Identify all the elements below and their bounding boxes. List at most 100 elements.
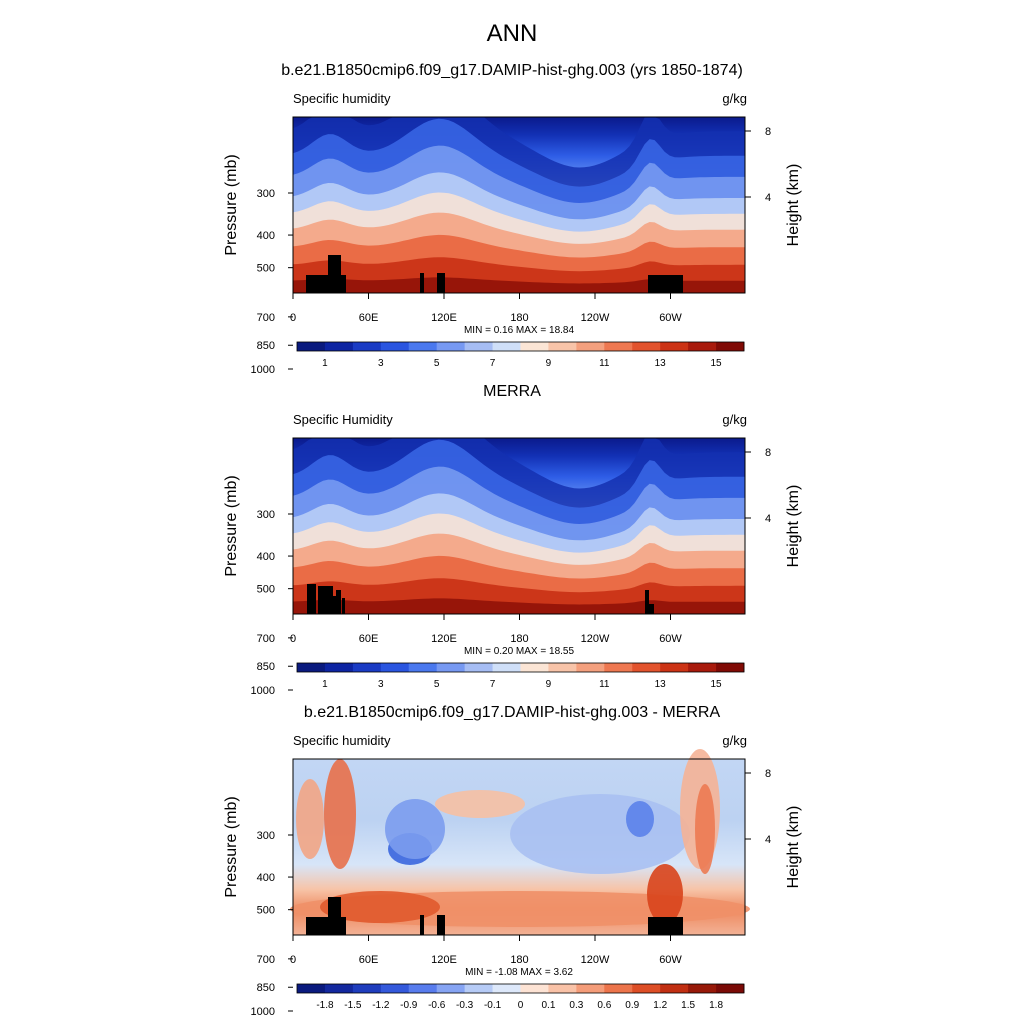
colorbar-segment	[380, 984, 410, 993]
colorbar-segment	[436, 342, 466, 351]
anomaly-region	[385, 799, 445, 859]
colorbar-segment	[520, 663, 549, 672]
colorbar-label: 7	[490, 679, 496, 690]
colorbar-segment	[632, 663, 661, 672]
y-tick-label: 1000	[251, 685, 275, 697]
x-tick-label: 120W	[581, 312, 610, 324]
x-tick-label: 60W	[659, 633, 682, 645]
colorbar-label: 15	[711, 358, 723, 369]
colorbar-segment	[520, 984, 549, 993]
y-tick-label: 400	[257, 872, 275, 884]
terrain-block	[648, 275, 683, 293]
colorbar-segment	[464, 342, 493, 351]
terrain-block	[645, 590, 649, 614]
colorbar-frame	[296, 662, 745, 673]
colorbar-label: -0.9	[400, 1000, 418, 1011]
right-tick-label: 4	[765, 834, 771, 846]
terrain-block	[420, 273, 424, 293]
colorbar-label: -0.6	[428, 1000, 446, 1011]
y-tick-label: 300	[257, 830, 275, 842]
x-tick-label: 60W	[659, 312, 682, 324]
y-tick-label: 400	[257, 230, 275, 242]
colorbar-label: 9	[546, 679, 552, 690]
right-tick-label: 8	[765, 768, 771, 780]
anomaly-region	[296, 779, 324, 859]
colorbar-segment	[604, 342, 633, 351]
y-tick-label: 300	[257, 188, 275, 200]
colorbar-label: 11	[599, 358, 610, 369]
units-label: g/kg	[722, 733, 747, 748]
colorbar-segment	[660, 342, 689, 351]
variable-label: Specific humidity	[293, 733, 391, 748]
y-tick-label: 300	[257, 509, 275, 521]
colorbar-segment	[520, 342, 549, 351]
colorbar-segment	[604, 663, 633, 672]
y-tick-label: 500	[257, 905, 275, 917]
colorbar-segment	[576, 984, 605, 993]
colorbar-label: 9	[546, 358, 552, 369]
terrain-block	[330, 596, 336, 614]
right-tick-label: 4	[765, 513, 771, 525]
x-tick-label: 60W	[659, 954, 682, 966]
colorbar-segment	[380, 342, 410, 351]
colorbar-segment	[380, 663, 410, 672]
right-axis-title: Height (km)	[785, 806, 802, 889]
anomaly-region	[510, 794, 690, 874]
colorbar-label: 1.5	[681, 1000, 695, 1011]
x-tick-label: 0	[290, 954, 296, 966]
variable-label: Specific humidity	[293, 91, 391, 106]
colorbar-label: 0.9	[625, 1000, 639, 1011]
colorbar-segment	[660, 984, 689, 993]
terrain-block	[437, 273, 445, 293]
colorbar-segment	[297, 663, 326, 672]
colorbar-segment	[492, 984, 521, 993]
variable-label: Specific Humidity	[293, 412, 393, 427]
x-tick-label: 0	[290, 633, 296, 645]
y-tick-label: 400	[257, 551, 275, 563]
colorbar-segment	[632, 342, 661, 351]
colorbar-segment	[352, 342, 382, 351]
colorbar-label: 1	[322, 679, 328, 690]
colorbar-segment	[688, 663, 717, 672]
colorbar-label: 15	[711, 679, 723, 690]
colorbar-segment	[464, 663, 493, 672]
terrain-block	[325, 590, 333, 614]
panel-1: b.e21.B1850cmip6.f09_g17.DAMIP-hist-ghg.…	[223, 62, 802, 376]
y-tick-label: 500	[257, 263, 275, 275]
terrain-block	[328, 897, 341, 935]
y-tick-label: 850	[257, 661, 275, 673]
colorbar-segment	[352, 663, 382, 672]
units-label: g/kg	[722, 412, 747, 427]
colorbar-label: 3	[378, 358, 384, 369]
contour-band	[293, 277, 745, 293]
colorbar-segment	[436, 663, 466, 672]
colorbar-segment	[352, 984, 382, 993]
y-axis-title: Pressure (mb)	[223, 475, 240, 576]
terrain-block	[336, 590, 341, 614]
terrain-block	[648, 917, 683, 935]
min-max-label: MIN = 0.16 MAX = 18.84	[464, 325, 574, 336]
x-tick-label: 120E	[431, 312, 457, 324]
colorbar-segment	[716, 984, 745, 993]
colorbar-segment	[548, 984, 577, 993]
figure-title: ANN	[486, 20, 538, 47]
colorbar-label: 13	[655, 358, 667, 369]
min-max-label: MIN = 0.20 MAX = 18.55	[464, 646, 574, 657]
colorbar-label: 13	[655, 679, 667, 690]
y-tick-label: 1000	[251, 364, 275, 376]
right-tick-label: 8	[765, 126, 771, 138]
colorbar-segment	[576, 342, 605, 351]
anomaly-region	[324, 759, 356, 869]
colorbar-segment	[660, 663, 689, 672]
terrain-block	[307, 584, 316, 614]
x-tick-label: 180	[510, 633, 528, 645]
colorbar-segment	[576, 663, 605, 672]
colorbar-segment	[408, 984, 438, 993]
x-tick-label: 0	[290, 312, 296, 324]
y-tick-label: 850	[257, 982, 275, 994]
colorbar-segment	[408, 663, 438, 672]
x-tick-label: 120E	[431, 954, 457, 966]
colorbar-segment	[436, 984, 466, 993]
colorbar-segment	[492, 663, 521, 672]
